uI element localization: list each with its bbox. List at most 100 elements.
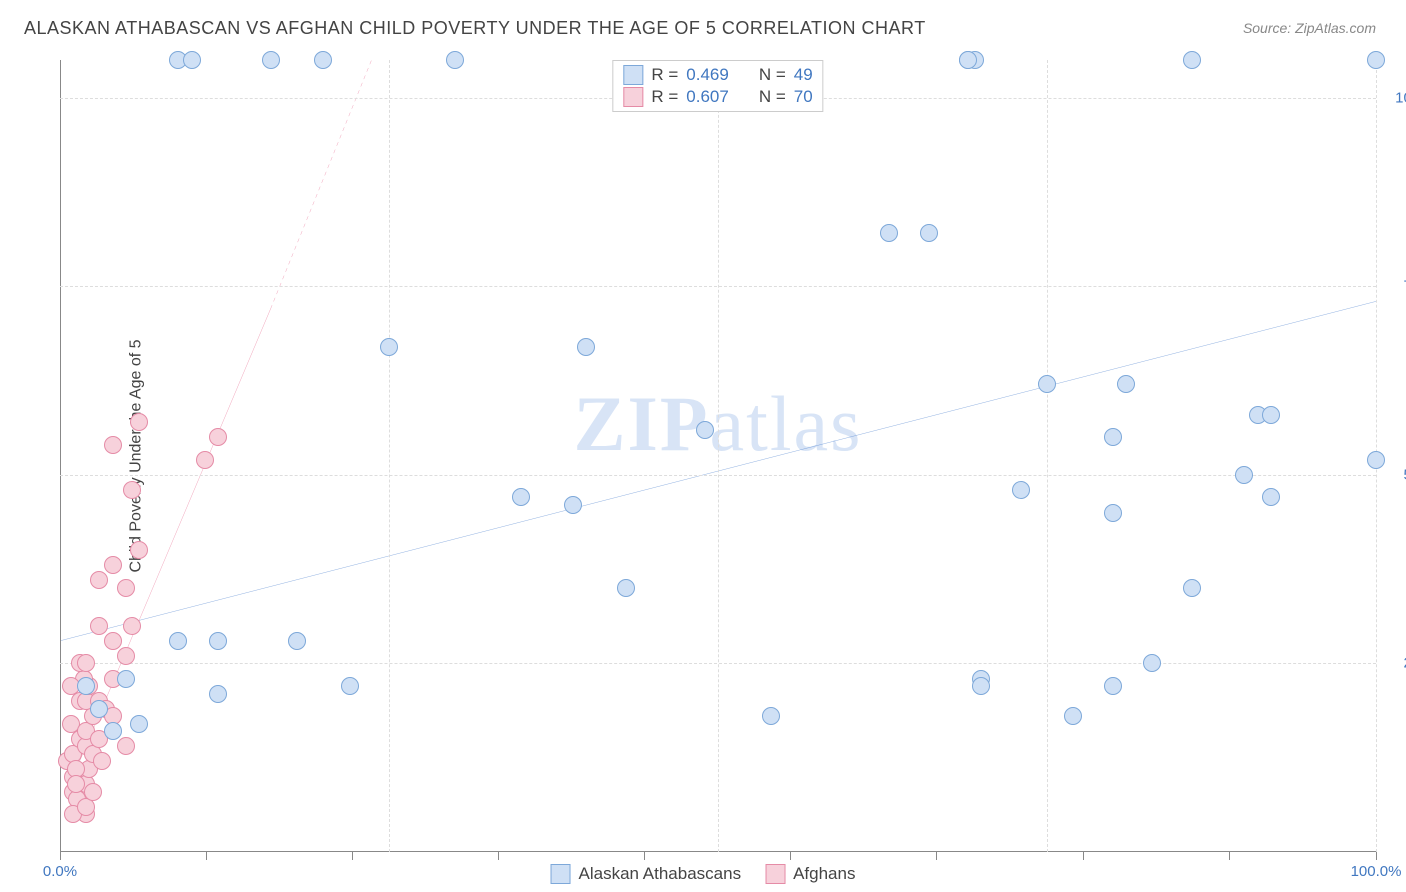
r-value-athabascan: 0.469 [686, 65, 729, 85]
n-value-afghan: 70 [794, 87, 813, 107]
x-axis-min-label: 0.0% [43, 863, 77, 880]
swatch-athabascan [623, 65, 643, 85]
scatter-point-athabascan [117, 670, 135, 688]
scatter-point-athabascan [262, 51, 280, 69]
scatter-point-afghan [123, 481, 141, 499]
n-value-athabascan: 49 [794, 65, 813, 85]
scatter-point-athabascan [577, 338, 595, 356]
legend-row-athabascan: R = 0.469 N = 49 [623, 65, 812, 85]
scatter-point-athabascan [1262, 488, 1280, 506]
x-axis-max-label: 100.0% [1351, 863, 1402, 880]
scatter-point-athabascan [762, 707, 780, 725]
x-axis-tick [60, 852, 61, 860]
scatter-point-athabascan [1104, 677, 1122, 695]
scatter-point-athabascan [341, 677, 359, 695]
scatter-point-afghan [196, 451, 214, 469]
swatch-afghan [623, 87, 643, 107]
scatter-point-athabascan [1012, 481, 1030, 499]
source-name: ZipAtlas.com [1295, 20, 1376, 36]
scatter-point-afghan [104, 436, 122, 454]
scatter-point-athabascan [1064, 707, 1082, 725]
gridline-vertical [1047, 60, 1048, 852]
x-axis-tick [206, 852, 207, 860]
legend-item-athabascan: Alaskan Athabascans [551, 864, 742, 884]
x-axis-tick [644, 852, 645, 860]
r-label: R = [651, 87, 678, 107]
legend-series: Alaskan Athabascans Afghans [551, 864, 856, 884]
scatter-point-athabascan [209, 685, 227, 703]
scatter-point-athabascan [1104, 504, 1122, 522]
scatter-point-athabascan [1183, 579, 1201, 597]
x-axis-tick [790, 852, 791, 860]
scatter-point-athabascan [288, 632, 306, 650]
swatch-athabascan [551, 864, 571, 884]
scatter-point-afghan [104, 556, 122, 574]
scatter-point-athabascan [1038, 375, 1056, 393]
plot-region: ZIPatlas R = 0.469 N = 49 R = 0.607 N = … [60, 60, 1376, 852]
legend-label-afghan: Afghans [793, 864, 855, 884]
scatter-point-athabascan [183, 51, 201, 69]
scatter-point-athabascan [1235, 466, 1253, 484]
x-axis-tick [352, 852, 353, 860]
scatter-point-athabascan [1262, 406, 1280, 424]
scatter-point-afghan [117, 647, 135, 665]
watermark-bold: ZIP [574, 380, 710, 467]
legend-correlation-box: R = 0.469 N = 49 R = 0.607 N = 70 [612, 60, 823, 112]
scatter-point-athabascan [920, 224, 938, 242]
scatter-point-athabascan [1183, 51, 1201, 69]
scatter-point-afghan [93, 752, 111, 770]
scatter-point-athabascan [880, 224, 898, 242]
scatter-point-afghan [77, 654, 95, 672]
r-value-afghan: 0.607 [686, 87, 729, 107]
watermark-rest: atlas [710, 380, 863, 467]
scatter-point-athabascan [972, 677, 990, 695]
n-label: N = [759, 65, 786, 85]
scatter-point-athabascan [90, 700, 108, 718]
scatter-point-athabascan [959, 51, 977, 69]
x-axis-tick [1376, 852, 1377, 860]
scatter-point-athabascan [1117, 375, 1135, 393]
scatter-point-afghan [67, 775, 85, 793]
scatter-point-athabascan [209, 632, 227, 650]
scatter-point-athabascan [1104, 428, 1122, 446]
scatter-point-afghan [117, 579, 135, 597]
scatter-point-afghan [209, 428, 227, 446]
scatter-point-afghan [130, 541, 148, 559]
scatter-point-athabascan [1143, 654, 1161, 672]
scatter-point-afghan [104, 632, 122, 650]
scatter-point-afghan [90, 617, 108, 635]
y-axis-tick-label: 25.0% [1384, 655, 1406, 672]
scatter-point-athabascan [104, 722, 122, 740]
scatter-point-athabascan [696, 421, 714, 439]
r-label: R = [651, 65, 678, 85]
gridline-vertical [718, 60, 719, 852]
source-prefix: Source: [1243, 20, 1295, 36]
scatter-point-athabascan [617, 579, 635, 597]
x-axis-tick [1229, 852, 1230, 860]
gridline-vertical [389, 60, 390, 852]
x-axis-tick [1083, 852, 1084, 860]
scatter-point-athabascan [446, 51, 464, 69]
legend-item-afghan: Afghans [765, 864, 855, 884]
y-axis-tick-label: 100.0% [1384, 89, 1406, 106]
scatter-point-athabascan [77, 677, 95, 695]
x-axis-tick [498, 852, 499, 860]
scatter-point-athabascan [380, 338, 398, 356]
scatter-point-afghan [123, 617, 141, 635]
scatter-point-athabascan [564, 496, 582, 514]
scatter-point-afghan [117, 737, 135, 755]
y-axis-tick-label: 75.0% [1384, 278, 1406, 295]
y-axis-line [60, 60, 61, 852]
y-axis-tick-label: 50.0% [1384, 466, 1406, 483]
scatter-point-afghan [90, 571, 108, 589]
scatter-point-athabascan [130, 715, 148, 733]
n-label: N = [759, 87, 786, 107]
chart-title: ALASKAN ATHABASCAN VS AFGHAN CHILD POVER… [24, 18, 926, 39]
scatter-point-athabascan [314, 51, 332, 69]
x-axis-tick [936, 852, 937, 860]
scatter-point-athabascan [512, 488, 530, 506]
scatter-point-athabascan [1367, 51, 1385, 69]
legend-label-athabascan: Alaskan Athabascans [579, 864, 742, 884]
scatter-point-athabascan [169, 632, 187, 650]
swatch-afghan [765, 864, 785, 884]
